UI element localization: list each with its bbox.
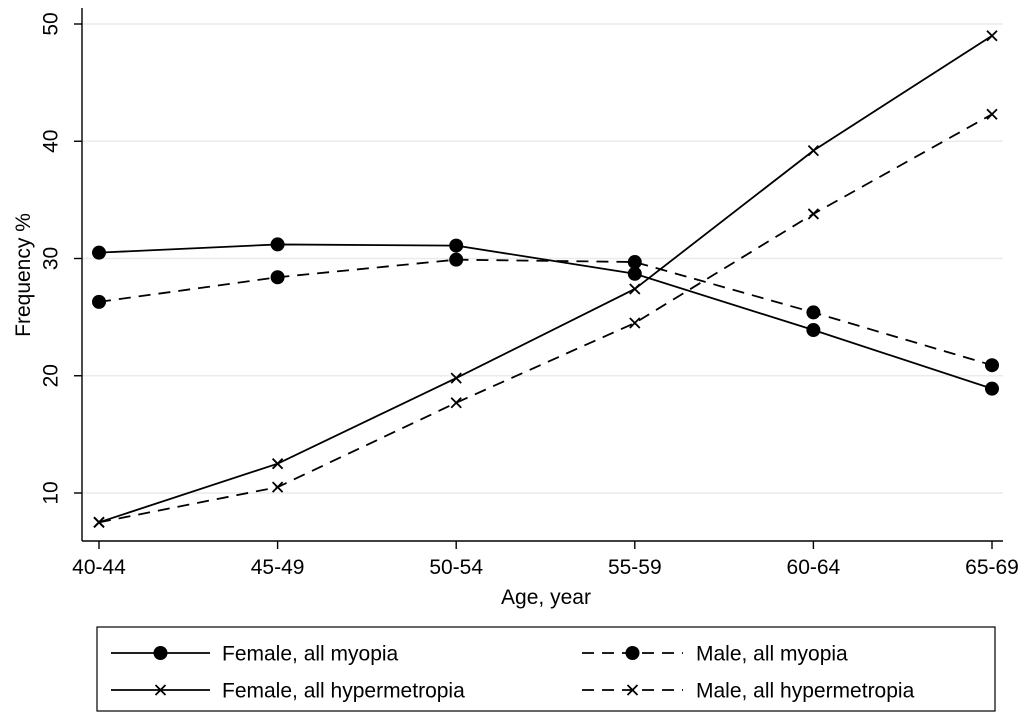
x-tick-label-40-44: 40-44 (72, 556, 126, 579)
legend-item-female-all-myopia: Female, all myopia (111, 642, 399, 665)
y-axis-ticks: 10 20 30 40 50 (39, 12, 82, 505)
y-axis-title: Frequency % (12, 213, 35, 337)
legend-item-male-all-myopia: Male, all myopia (582, 642, 848, 665)
legend-label-male-all-hypermetropia: Male, all hypermetropia (696, 679, 915, 702)
data-point-female-all-myopia-3 (627, 266, 642, 281)
data-point-female-all-hypermetropia-2 (450, 372, 462, 384)
data-point-male-all-myopia-1 (270, 270, 285, 285)
legend-label-female-all-hypermetropia: Female, all hypermetropia (222, 679, 465, 702)
series-female-all-hypermetropia (93, 30, 998, 528)
legend-marker-female-all-myopia (153, 646, 168, 660)
y-tick-label-10: 10 (39, 481, 62, 504)
data-point-female-all-myopia-5 (985, 381, 999, 396)
series-line-male-all-myopia (98, 258, 993, 367)
data-point-male-all-hypermetropia-5 (986, 108, 998, 120)
series-male-all-hypermetropia (93, 108, 998, 528)
data-point-male-all-hypermetropia-1 (271, 481, 284, 493)
data-point-male-all-hypermetropia-0 (93, 516, 105, 528)
x-tick-label-60-64: 60-64 (787, 556, 841, 579)
legend-label-male-all-myopia: Male, all myopia (696, 642, 848, 665)
plot-area (92, 30, 999, 528)
data-point-female-all-myopia-4 (806, 323, 821, 338)
data-point-female-all-myopia-1 (270, 237, 285, 252)
legend: Female, all myopia Male, all myopia Female… (96, 626, 996, 712)
data-point-male-all-myopia-0 (92, 294, 106, 309)
legend-marker-male-all-myopia (625, 646, 640, 660)
x-tick-label-55-59: 55-59 (608, 556, 662, 579)
data-point-male-all-myopia-4 (806, 305, 821, 320)
axes (81, 8, 1003, 542)
x-axis-ticks: 40-44 45-49 50-54 55-59 60-64 65-69 (72, 541, 1019, 579)
y-tick-label-40: 40 (39, 130, 62, 153)
data-point-male-all-myopia-5 (985, 358, 999, 373)
data-point-female-all-hypermetropia-5 (986, 30, 998, 42)
data-point-male-all-myopia-2 (449, 252, 464, 267)
y-tick-label-20: 20 (39, 364, 62, 387)
series-female-all-myopia (92, 237, 999, 396)
series-line-female-all-myopia (98, 243, 993, 390)
series-line-female-all-hypermetropia (98, 34, 993, 524)
x-tick-label-50-54: 50-54 (429, 556, 483, 579)
data-point-female-all-hypermetropia-4 (807, 144, 820, 157)
legend-marker-male-all-hypermetropia (626, 684, 639, 696)
data-point-female-all-hypermetropia-3 (629, 283, 641, 295)
data-point-male-all-myopia-3 (627, 255, 642, 270)
data-point-male-all-hypermetropia-2 (450, 397, 462, 409)
legend-marker-female-all-hypermetropia (154, 684, 167, 696)
series-male-all-myopia (92, 252, 999, 373)
y-tick-label-50: 50 (39, 12, 62, 35)
x-axis-title: Age, year (501, 586, 591, 609)
data-point-female-all-myopia-0 (92, 245, 106, 260)
x-tick-label-45-49: 45-49 (251, 556, 305, 579)
data-point-female-all-myopia-2 (449, 238, 464, 253)
x-tick-label-65-69: 65-69 (965, 556, 1019, 579)
data-point-male-all-hypermetropia-3 (629, 317, 641, 329)
series-line-male-all-hypermetropia (98, 113, 993, 524)
legend-item-female-all-hypermetropia: Female, all hypermetropia (111, 679, 465, 702)
data-point-female-all-hypermetropia-1 (271, 458, 284, 470)
y-tick-label-30: 30 (39, 247, 62, 270)
legend-item-male-all-hypermetropia: Male, all hypermetropia (582, 679, 915, 702)
data-point-male-all-hypermetropia-4 (807, 208, 820, 220)
legend-box (96, 626, 996, 712)
legend-label-female-all-myopia: Female, all myopia (222, 642, 399, 665)
